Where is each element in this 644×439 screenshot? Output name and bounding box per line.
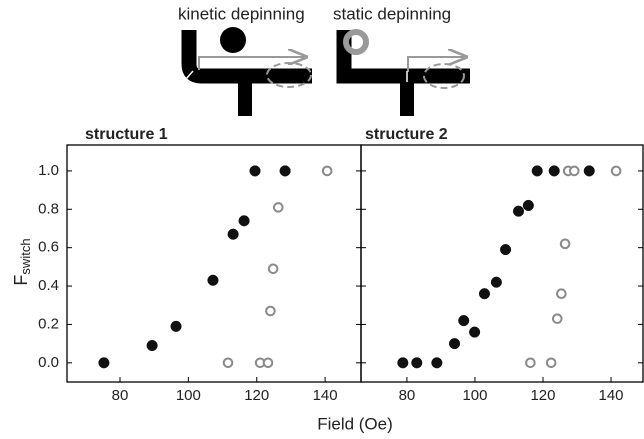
wire-stem [400, 76, 414, 116]
open-point [551, 313, 563, 324]
open-point [321, 165, 333, 177]
x-axis-label: Field (Oe) [317, 414, 393, 433]
open-point [610, 165, 622, 177]
open-point [267, 263, 279, 275]
filled-point [583, 165, 595, 177]
arrow [198, 57, 306, 70]
filled-point [531, 165, 543, 177]
schematic-label: kinetic depinning [178, 4, 305, 23]
filled-point [478, 288, 491, 300]
panel-title: structure 2 [365, 126, 448, 143]
filled-point [207, 274, 219, 286]
filled-point [500, 244, 512, 256]
filled-point [469, 326, 481, 338]
x-tick-label: 140 [313, 387, 338, 404]
open-point [525, 357, 536, 369]
open-point [262, 357, 274, 369]
filled-point [448, 338, 461, 350]
filled-point [522, 199, 534, 211]
filled-point [146, 339, 158, 352]
x-tick-label: 80 [112, 387, 129, 404]
filled-point [98, 357, 110, 369]
y-tick-label: 0.4 [38, 277, 59, 294]
x-tick-label: 120 [530, 387, 555, 404]
y-tick-label: 0.2 [38, 315, 59, 332]
y-axis-label-sub: switch [18, 238, 33, 274]
x-tick-label: 140 [599, 387, 624, 404]
schematic-static: static depinning [333, 4, 470, 116]
open-point [556, 288, 567, 300]
y-tick-label: 0.0 [38, 354, 59, 371]
domain-wall-icon [343, 29, 369, 55]
y-tick-label: 0.6 [38, 239, 59, 256]
filled-point [279, 165, 291, 177]
filled-point [170, 320, 182, 332]
open-point [272, 202, 284, 213]
filled-point [431, 357, 443, 369]
x-tick-label: 120 [244, 387, 269, 404]
filled-point [397, 357, 409, 369]
filled-point [411, 357, 423, 369]
corner-arrow [185, 70, 194, 80]
open-point [568, 165, 580, 177]
y-axis-label: Fswitch [11, 238, 34, 285]
panel-title: structure 1 [85, 126, 168, 143]
dashed-ellipse [423, 63, 465, 89]
plot-frame [66, 144, 362, 383]
filled-point [227, 228, 239, 240]
plot-frame [360, 144, 644, 383]
open-point [559, 238, 571, 250]
x-tick-label: 100 [176, 387, 201, 404]
schematic-kinetic: kinetic depinning [178, 4, 312, 116]
arrow [407, 57, 466, 72]
x-tick-label: 100 [462, 387, 487, 404]
wire [181, 30, 312, 84]
y-tick-label: 0.8 [38, 200, 59, 217]
filled-point [548, 165, 560, 177]
open-point [545, 357, 557, 369]
schematic-label: static depinning [333, 4, 451, 23]
wire-stem [238, 76, 252, 116]
filled-point [249, 165, 261, 177]
dashed-ellipse [266, 62, 312, 88]
open-point [222, 357, 234, 369]
y-tick-label: 1.0 [38, 162, 59, 179]
x-tick-label: 80 [399, 387, 416, 404]
filled-point [512, 205, 525, 217]
filled-point [238, 215, 250, 227]
filled-point [458, 315, 470, 327]
y-axis-label-main: F [11, 275, 31, 286]
domain-wall-icon [220, 27, 246, 53]
open-point [265, 305, 276, 317]
filled-point [490, 276, 502, 288]
